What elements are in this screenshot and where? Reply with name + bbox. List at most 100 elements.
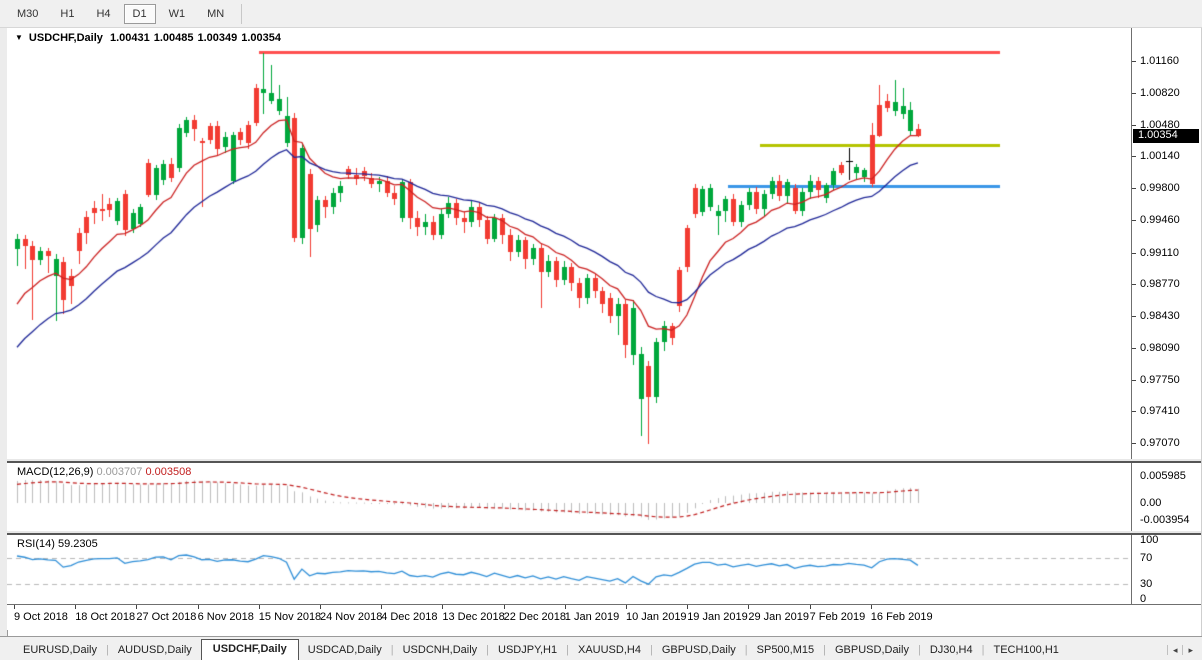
timeframe-button-h1[interactable]: H1 (60, 7, 75, 20)
tab-tech100-h1[interactable]: TECH100,H1 (993, 644, 1059, 656)
rsi-axis[interactable]: 100 70 30 0 (1131, 534, 1201, 605)
macd-value-main: 0.003707 (96, 466, 143, 478)
tab-separator: | (486, 644, 490, 656)
price-axis-label: 0.99460 (1140, 213, 1180, 226)
tab-scroll-right-icon[interactable]: ▸ (1182, 645, 1198, 655)
tab-usdchf-daily[interactable]: USDCHF,Daily (200, 639, 299, 660)
price-axis-label: 1.00140 (1140, 150, 1180, 163)
macd-axis-label: 0.00 (1140, 497, 1162, 509)
tab-eurusd-daily[interactable]: EURUSD,Daily (23, 644, 97, 656)
symbol-tab-bar: EURUSD,Daily | AUDUSD,Daily USDCHF,Daily USD… (0, 636, 1202, 660)
price-axis-label: 1.00820 (1140, 86, 1180, 99)
price-axis-label: 0.97070 (1140, 437, 1180, 450)
price-tick (1132, 347, 1136, 349)
date-tick (75, 605, 77, 609)
tab-separator: | (649, 644, 653, 656)
macd-value-signal: 0.003508 (145, 466, 192, 478)
chart-title: ▼ USDCHF,Daily 1.00431 1.00485 1.00349 1.003… (15, 32, 285, 44)
date-tick (687, 605, 689, 609)
price-tick (1132, 219, 1136, 221)
date-tick (870, 605, 872, 609)
price-tick (1132, 61, 1136, 62)
price-axis-label: 0.97410 (1140, 405, 1180, 418)
tab-separator: | (390, 644, 394, 656)
date-axis-label: 18 Oct 2018 (75, 611, 136, 623)
price-tick (1132, 316, 1136, 318)
price-chart-canvas[interactable] (7, 28, 1138, 461)
date-axis-label: 10 Jan 2019 (626, 611, 687, 623)
date-axis-label: 29 Jan 2019 (748, 611, 809, 623)
price-tick (1132, 379, 1136, 381)
ohlc-open: 1.00431 (109, 32, 150, 44)
tab-separator: | (917, 644, 921, 656)
timeframe-button-mn[interactable]: MN (207, 7, 225, 20)
date-axis[interactable]: 9 Oct 2018 18 Oct 2018 27 Oct 2018 6 Nov 20… (7, 604, 1201, 630)
price-tick (1132, 443, 1136, 445)
price-tick (1132, 411, 1136, 413)
date-axis-label: 13 Dec 2018 (442, 611, 505, 623)
timeframe-toolbar: M30 H1 H4 D1 W1 MN (0, 0, 1202, 28)
rsi-value: 59.2305 (57, 538, 98, 550)
tab-usdjpy-h1[interactable]: USDJPY,H1 (498, 644, 558, 656)
price-axis-label: 0.98770 (1140, 278, 1180, 291)
timeframe-button-d1[interactable]: D1 (123, 3, 156, 24)
tab-separator: | (744, 644, 748, 656)
timeframe-button-w1[interactable]: W1 (168, 7, 186, 20)
timeframe-button-h4[interactable]: H4 (96, 7, 111, 20)
tab-scroll-left-icon[interactable]: ◂ (1166, 645, 1183, 655)
current-price-tag: 1.00354 (1133, 129, 1199, 144)
tab-xauusd-h4[interactable]: XAUUSD,H4 (577, 644, 641, 656)
macd-axis-label: 0.005985 (1140, 470, 1186, 482)
date-tick (197, 605, 199, 609)
rsi-pane: RSI(14) 59.2305 100 70 30 0 (7, 533, 1201, 605)
rsi-canvas[interactable] (7, 535, 1138, 604)
date-tick (748, 605, 750, 609)
price-axis-label: 0.97750 (1140, 373, 1180, 386)
macd-axis[interactable]: 0.005985 0.00 -0.003954 (1131, 463, 1201, 533)
tab-usdcad-daily[interactable]: USDCAD,Daily (307, 644, 382, 656)
date-axis-label: 15 Nov 2018 (258, 611, 322, 623)
price-axis-label: 0.98430 (1140, 310, 1180, 323)
tab-gbpusd-daily[interactable]: GBPUSD,Daily (834, 644, 909, 656)
toolbar-divider (241, 3, 243, 24)
price-tick (1132, 252, 1136, 254)
timeframe-button-m30[interactable]: M30 (17, 7, 39, 20)
price-axis-label: 0.99800 (1140, 182, 1180, 195)
tab-scroll-controls: ◂ ▸ (1166, 645, 1198, 656)
date-axis-label: 6 Nov 2018 (197, 611, 254, 623)
tab-sp500-m15[interactable]: SP500,M15 (756, 644, 815, 656)
date-tick (320, 605, 321, 609)
tab-usdcnh-daily[interactable]: USDCNH,Daily (402, 644, 478, 656)
ohlc-low: 1.00349 (197, 32, 238, 44)
date-tick (442, 605, 444, 609)
ohlc-close: 1.00354 (241, 32, 282, 44)
tab-gbpusd-daily[interactable]: GBPUSD,Daily (661, 644, 736, 656)
date-axis-label: 16 Feb 2019 (870, 611, 933, 623)
tab-dj30-h4[interactable]: DJ30,H4 (929, 644, 973, 656)
chart-dropdown-icon[interactable]: ▼ (15, 33, 23, 42)
price-axis-label: 1.00480 (1140, 118, 1180, 131)
price-pane: ▼ USDCHF,Daily 1.00431 1.00485 1.00349 1.003… (7, 28, 1201, 461)
price-tick (1132, 156, 1136, 158)
price-axis[interactable]: 1.01160 1.00820 1.00480 1.00140 0.99800 0.994… (1131, 28, 1201, 461)
price-tick (1132, 188, 1136, 190)
tab-separator: | (981, 644, 985, 656)
tab-audusd-daily[interactable]: AUDUSD,Daily (117, 644, 192, 656)
macd-pane: MACD(12,26,9) 0.003707 0.003508 0.005985… (7, 461, 1201, 533)
macd-canvas[interactable] (7, 463, 1138, 533)
date-tick (626, 605, 627, 609)
date-axis-label: 9 Oct 2018 (14, 611, 68, 623)
date-axis-label: 4 Dec 2018 (381, 611, 438, 623)
rsi-axis-label: 100 (1140, 534, 1159, 546)
chart-symbol: USDCHF,Daily (28, 32, 103, 44)
date-axis-label: 22 Dec 2018 (503, 611, 566, 623)
tab-separator: | (823, 644, 826, 656)
date-axis-label: 1 Jan 2019 (564, 611, 620, 623)
macd-axis-label: -0.003954 (1140, 514, 1190, 526)
date-tick (14, 605, 15, 609)
price-tick (1132, 92, 1136, 94)
tab-separator: | (566, 644, 569, 656)
rsi-axis-label: 70 (1140, 551, 1153, 564)
rsi-axis-label: 30 (1140, 578, 1153, 591)
price-axis-label: 1.01160 (1140, 55, 1179, 67)
